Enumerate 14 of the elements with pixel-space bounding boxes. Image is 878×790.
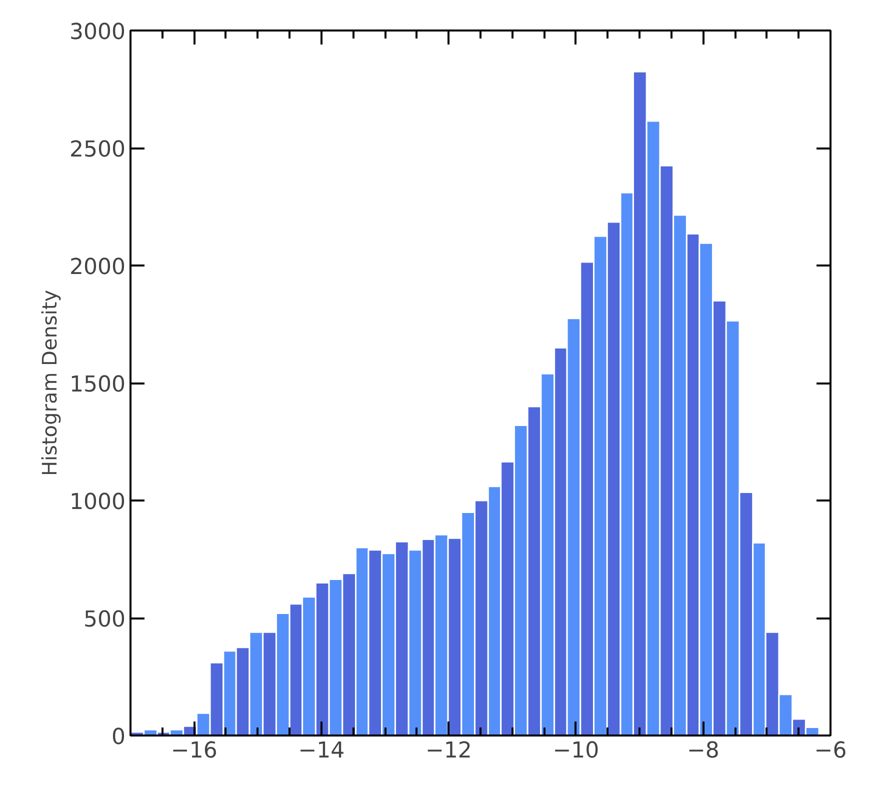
x-tick-label: −12 [425, 738, 472, 764]
y-tick-label: 1500 [70, 372, 126, 398]
x-tick-label: −6 [814, 738, 847, 764]
y-tick-label: 2000 [70, 255, 126, 280]
x-tick-label: −10 [552, 738, 600, 764]
y-axis-title: Histogram Density [38, 290, 62, 476]
y-tick-label: 1000 [70, 490, 126, 515]
x-tick-label: −14 [298, 738, 345, 764]
x-tick-label: −16 [170, 738, 218, 764]
y-tick-label: 0 [112, 725, 126, 750]
x-tick-label: −8 [687, 738, 720, 764]
y-tick-label: 500 [84, 608, 126, 632]
y-tick-label: 3000 [70, 20, 126, 45]
y-tick-label: 2500 [70, 138, 126, 162]
